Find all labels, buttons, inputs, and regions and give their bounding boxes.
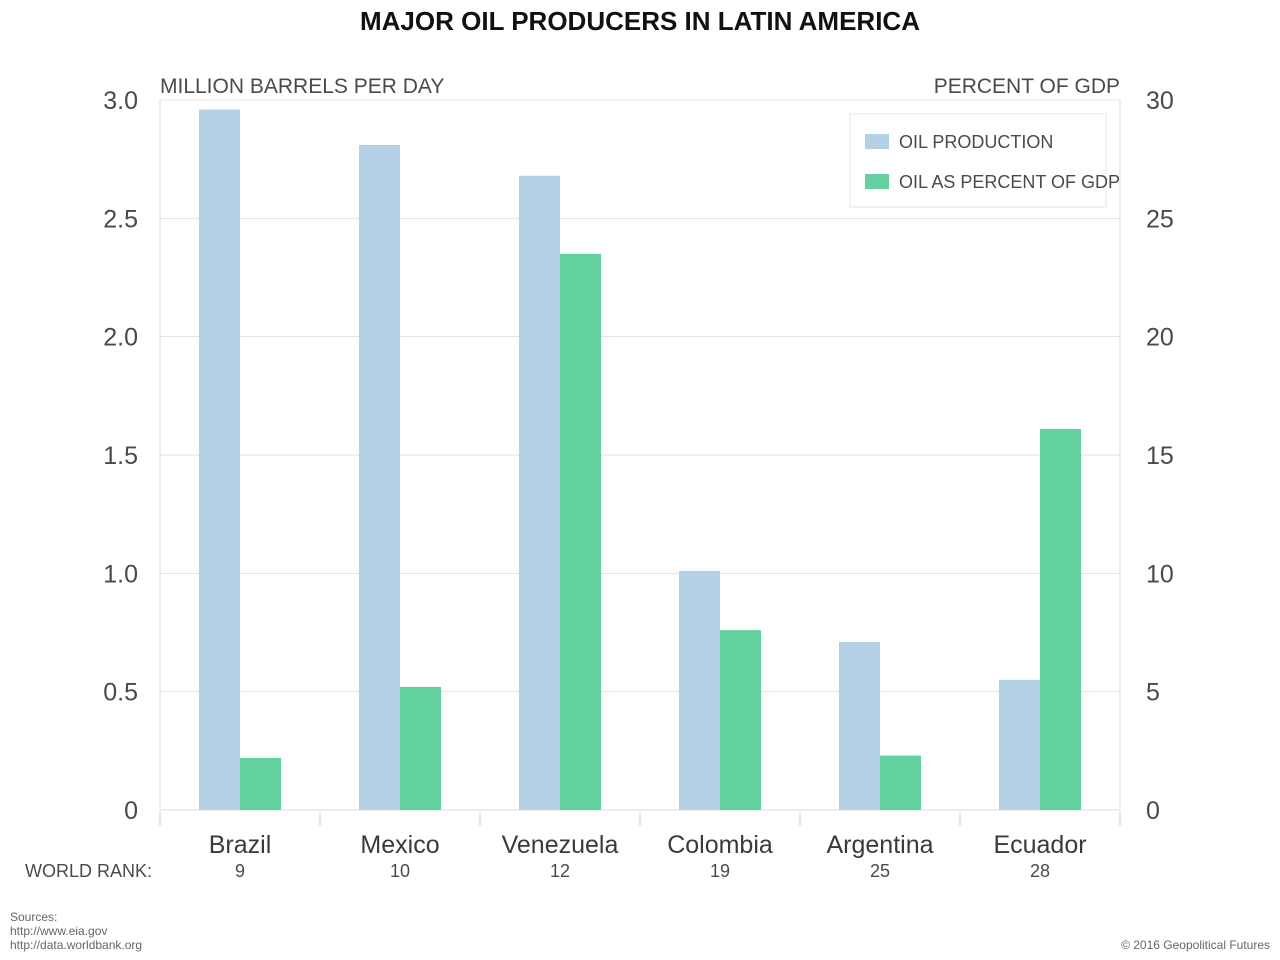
bar-oil-percent-gdp bbox=[400, 686, 441, 810]
right-tick-labels: 0 5 10 15 20 25 30 bbox=[1146, 87, 1174, 825]
world-rank-value: 12 bbox=[550, 861, 570, 881]
y-right-tick-label: 0 bbox=[1146, 797, 1160, 825]
y-left-tick-label: 1.0 bbox=[103, 560, 138, 588]
source-line: http://data.worldbank.org bbox=[10, 938, 142, 952]
y-right-tick-label: 15 bbox=[1146, 442, 1174, 470]
bar-oil-percent-gdp bbox=[720, 630, 761, 810]
legend-label-oil-gdp: OIL AS PERCENT OF GDP bbox=[899, 172, 1120, 192]
world-rank-value: 9 bbox=[235, 861, 245, 881]
axes bbox=[159, 100, 1121, 826]
x-category-label: Colombia bbox=[667, 831, 773, 859]
copyright: © 2016 Geopolitical Futures bbox=[1121, 938, 1270, 952]
source-line: http://www.eia.gov bbox=[10, 924, 107, 938]
chart-title: MAJOR OIL PRODUCERS IN LATIN AMERICA bbox=[360, 6, 920, 36]
y-left-tick-label: 1.5 bbox=[103, 442, 138, 470]
category-labels: Brazil Mexico Venezuela Colombia Argentina Ec… bbox=[209, 831, 1087, 859]
bar-oil-production bbox=[999, 679, 1040, 810]
legend-swatch-oil-production bbox=[865, 134, 889, 149]
y-right-tick-label: 30 bbox=[1146, 87, 1174, 115]
bar-oil-production bbox=[359, 144, 400, 810]
bar-oil-production bbox=[199, 109, 240, 810]
y-left-tick-label: 0 bbox=[124, 797, 138, 825]
y-left-tick-label: 0.5 bbox=[103, 679, 138, 707]
world-rank-values: 9 10 12 19 25 28 bbox=[235, 861, 1050, 881]
bar-oil-percent-gdp bbox=[880, 755, 921, 810]
y-left-tick-label: 2.0 bbox=[103, 324, 138, 352]
y-right-tick-label: 5 bbox=[1146, 679, 1160, 707]
legend-swatch-oil-gdp bbox=[865, 174, 889, 189]
x-category-label: Venezuela bbox=[502, 831, 619, 859]
bars bbox=[199, 109, 1081, 811]
x-category-label: Brazil bbox=[209, 831, 272, 859]
y-right-tick-label: 20 bbox=[1146, 324, 1174, 352]
legend-label-oil-production: OIL PRODUCTION bbox=[899, 132, 1053, 152]
y-right-tick-label: 25 bbox=[1146, 205, 1174, 233]
bar-oil-production bbox=[519, 175, 560, 810]
world-rank-value: 19 bbox=[710, 861, 730, 881]
bar-oil-production bbox=[839, 641, 880, 810]
left-tick-labels: 0 0.5 1.0 1.5 2.0 2.5 3.0 bbox=[103, 87, 138, 825]
gridlines bbox=[160, 99, 1120, 693]
bar-oil-percent-gdp bbox=[1040, 428, 1081, 810]
world-rank-label: WORLD RANK: bbox=[25, 861, 152, 881]
world-rank-value: 10 bbox=[390, 861, 410, 881]
world-rank-value: 28 bbox=[1030, 861, 1050, 881]
x-category-label: Argentina bbox=[826, 831, 933, 859]
world-rank-value: 25 bbox=[870, 861, 890, 881]
y-axis-right-title: PERCENT OF GDP bbox=[934, 75, 1120, 98]
x-category-label: Ecuador bbox=[993, 831, 1086, 859]
bar-oil-percent-gdp bbox=[240, 757, 281, 810]
bar-oil-production bbox=[679, 570, 720, 810]
y-axis-left-title: MILLION BARRELS PER DAY bbox=[160, 75, 444, 98]
y-left-tick-label: 2.5 bbox=[103, 205, 138, 233]
y-left-tick-label: 3.0 bbox=[103, 87, 138, 115]
y-right-tick-label: 10 bbox=[1146, 560, 1174, 588]
bar-oil-percent-gdp bbox=[560, 253, 601, 811]
x-category-label: Mexico bbox=[360, 831, 439, 859]
sources-label: Sources: bbox=[10, 910, 57, 924]
sources: Sources: http://www.eia.gov http://data.… bbox=[10, 910, 142, 952]
legend-box bbox=[849, 113, 1107, 208]
legend: OIL PRODUCTION OIL AS PERCENT OF GDP bbox=[849, 113, 1120, 208]
